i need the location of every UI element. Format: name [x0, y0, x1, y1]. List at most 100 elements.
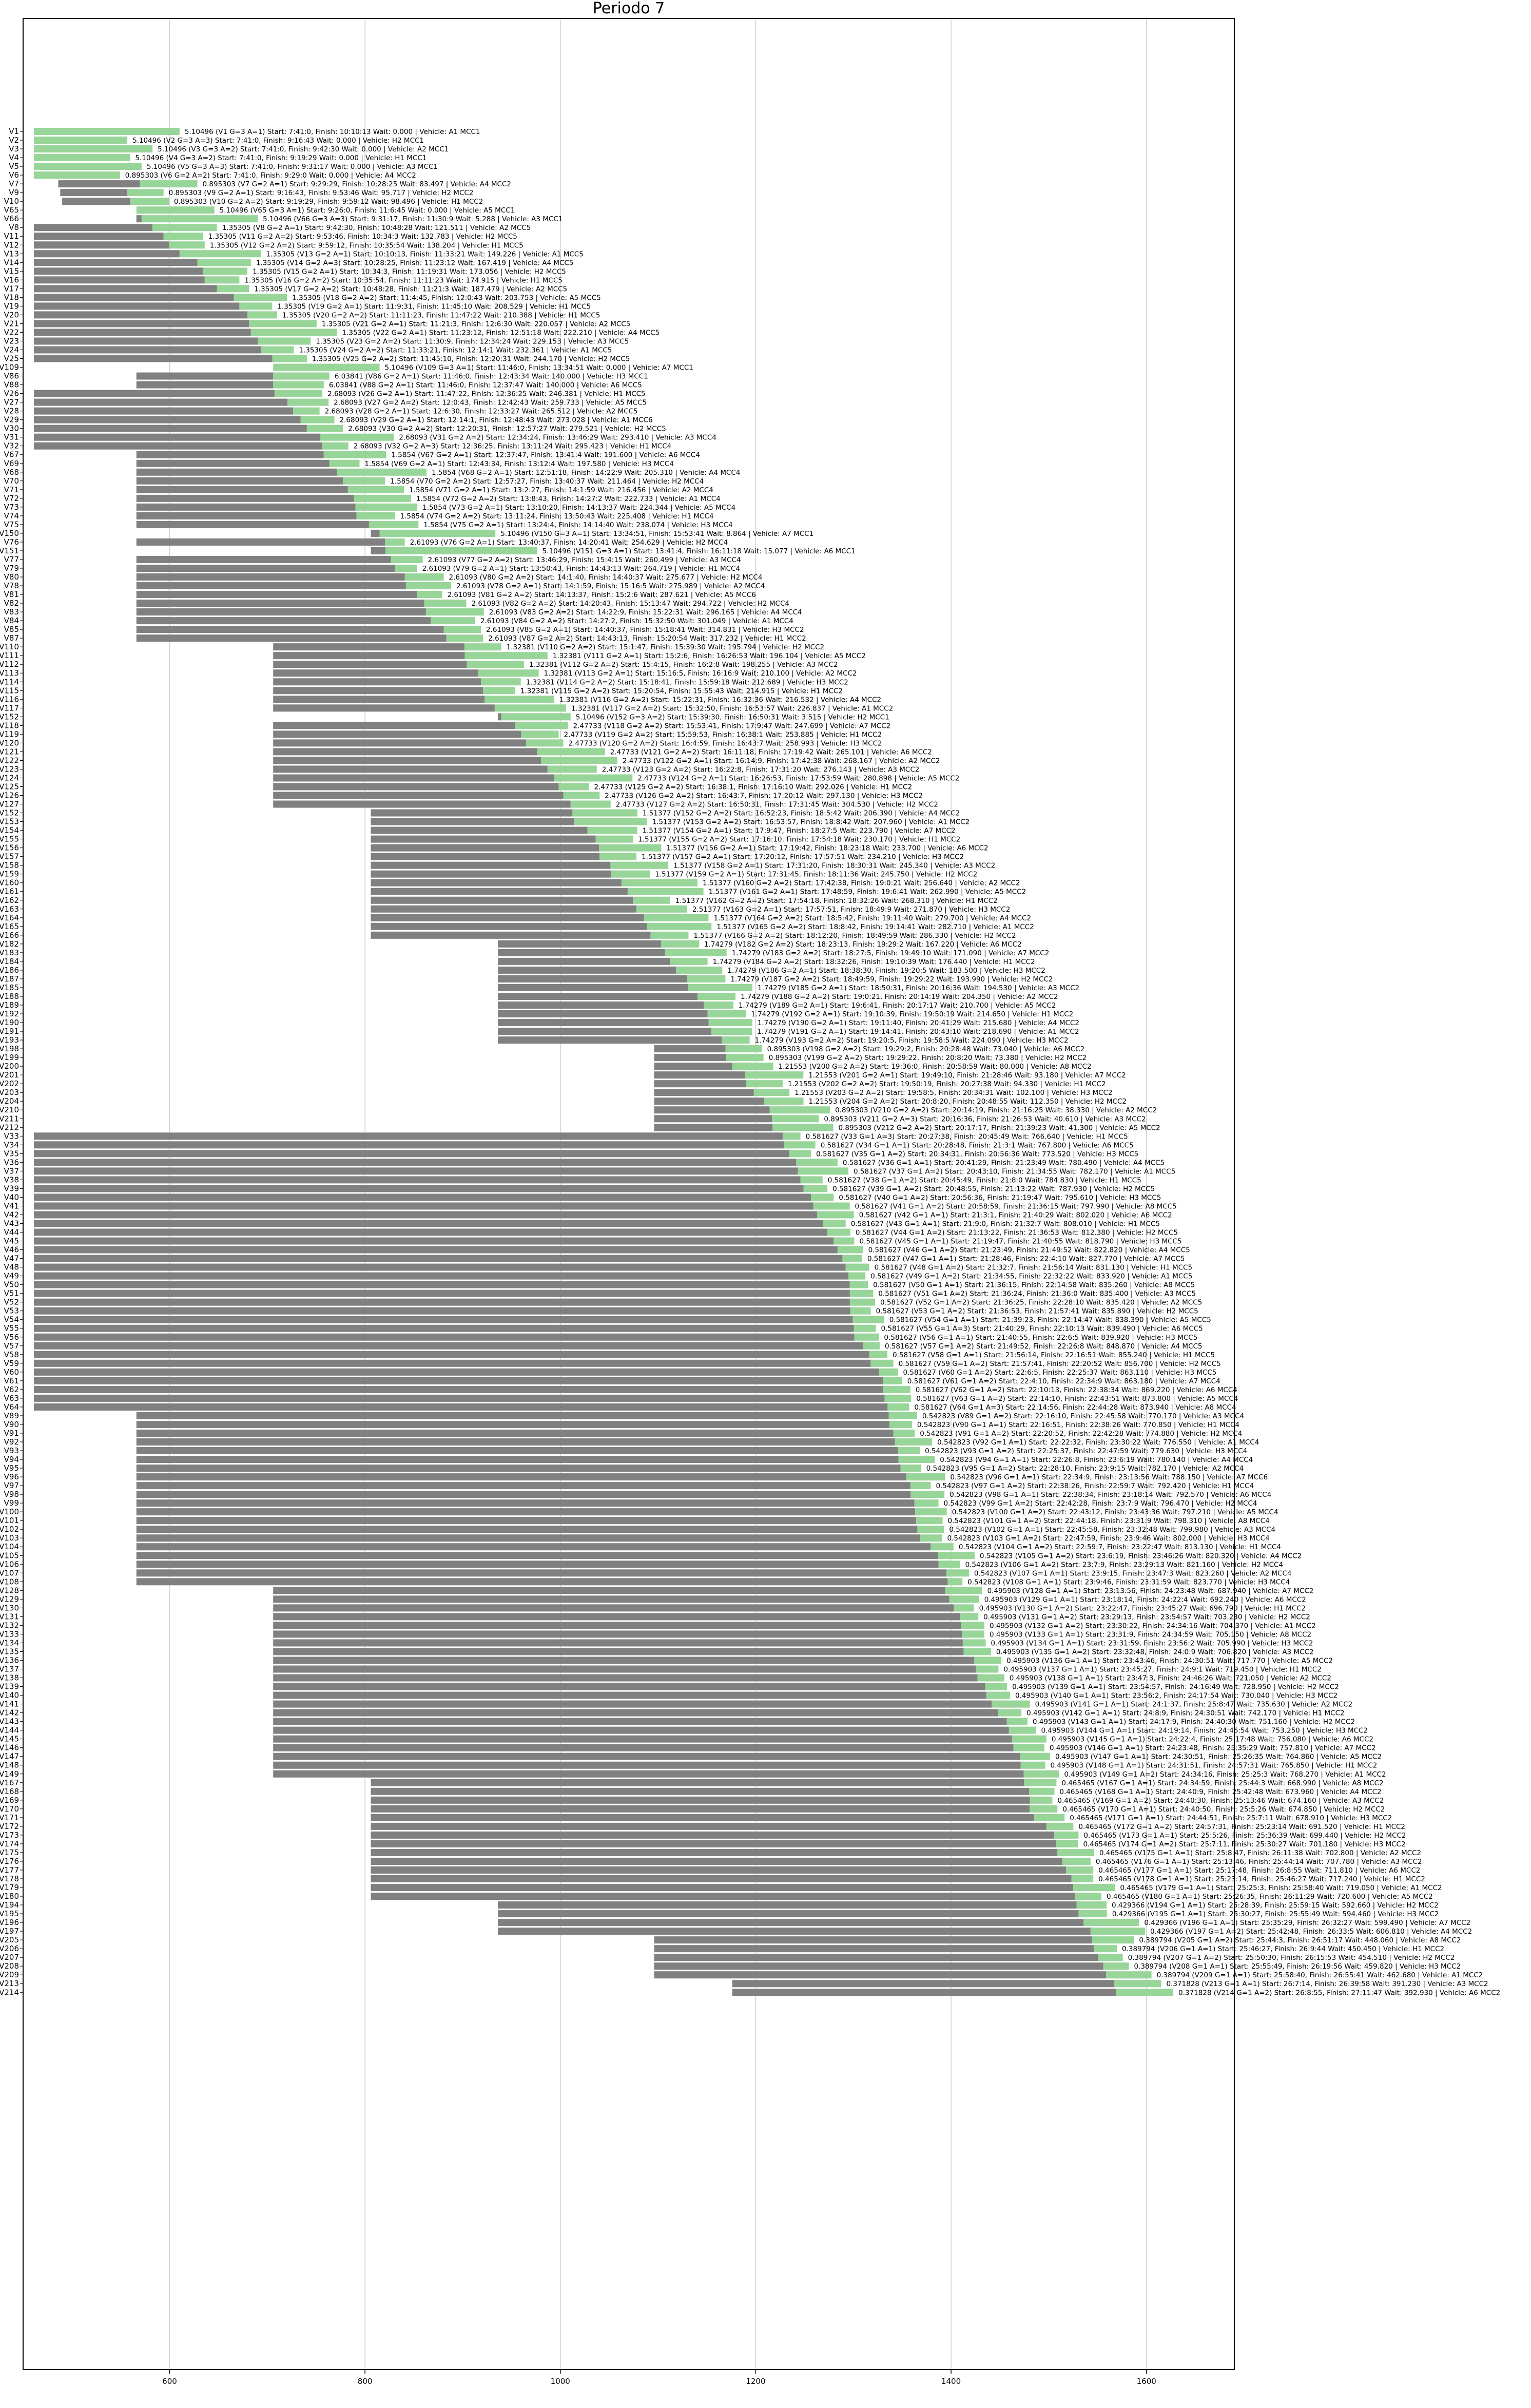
wait-bar — [273, 704, 495, 712]
y-tick-label: V126 — [0, 791, 19, 800]
service-bar — [261, 346, 294, 354]
bar-annotation: 0.895303 (V210 G=2 A=2) Start: 20:14:19,… — [835, 1106, 1157, 1114]
y-tick-label: V137 — [0, 1665, 19, 1674]
bar-annotation: 0.581627 (V54 G=1 A=1) Start: 21:39:23, … — [889, 1316, 1211, 1324]
y-tick-label: V200 — [0, 1062, 19, 1071]
y-tick-label: V160 — [0, 878, 19, 888]
service-bar — [293, 407, 320, 415]
wait-bar — [371, 1875, 1072, 1882]
y-tick-label: V70 — [4, 476, 19, 486]
service-bar — [1090, 1928, 1146, 1935]
y-tick-label: V114 — [0, 677, 19, 686]
y-tick-label: V179 — [0, 1883, 19, 1892]
y-tick-label: V97 — [4, 1481, 19, 1490]
y-tick-label: V134 — [0, 1638, 19, 1647]
service-bar — [697, 992, 736, 1000]
bar-annotation: 0.465465 (V172 G=1 A=2) Start: 24:57:31,… — [1078, 1823, 1405, 1831]
service-bar — [526, 739, 564, 747]
wait-bar — [136, 573, 405, 581]
bar-annotation: 0.542823 (V107 G=1 A=1) Start: 23:9:15, … — [974, 1569, 1292, 1577]
wait-bar — [136, 582, 406, 590]
y-tick-label: V8 — [9, 223, 19, 232]
bar-annotation: 0.581627 (V33 G=1 A=3) Start: 20:27:38, … — [806, 1132, 1128, 1141]
y-tick-label: V56 — [4, 1333, 19, 1342]
service-bar — [179, 250, 261, 258]
service-bar — [665, 949, 727, 956]
bar-annotation: 1.5854 (V70 G=2 A=2) Start: 12:57:27, Fi… — [390, 477, 704, 486]
bar-annotation: 0.542823 (V99 G=1 A=2) Start: 22:42:28, … — [944, 1499, 1257, 1508]
y-tick-label: V167 — [0, 1778, 19, 1787]
bar-annotation: 1.35305 (V8 G=2 A=1) Start: 9:42:30, Fin… — [222, 224, 531, 232]
service-bar — [898, 1456, 935, 1463]
bar-annotation: 0.542823 (V102 G=1 A=1) Start: 22:45:58,… — [949, 1526, 1275, 1534]
bar-annotation: 0.371828 (V214 G=1 A=2) Start: 26:8:55, … — [1178, 1989, 1500, 1997]
bar-annotation: 0.581627 (V34 G=1 A=1) Start: 20:28:48, … — [821, 1141, 1134, 1149]
bar-annotation: 0.895303 (V9 G=2 A=1) Start: 9:16:43, Fi… — [169, 189, 474, 197]
y-tick-label: V194 — [0, 1900, 19, 1910]
wait-bar — [371, 888, 628, 895]
y-tick-label: V21 — [4, 319, 19, 328]
y-tick-label: V38 — [4, 1175, 19, 1184]
service-bar — [854, 1324, 876, 1332]
bar-annotation: 2.61093 (V87 G=2 A=2) Start: 14:43:13, F… — [488, 634, 806, 643]
wait-bar — [33, 285, 217, 293]
wait-bar — [371, 1831, 1055, 1839]
y-tick-label: V129 — [0, 1594, 19, 1604]
wait-bar — [136, 1429, 894, 1437]
y-tick-label: V180 — [0, 1892, 19, 1901]
bar-annotation: 0.542823 (V92 G=1 A=1) Start: 22:22:32, … — [937, 1438, 1259, 1447]
wait-bar — [136, 1526, 918, 1533]
wait-bar — [497, 992, 697, 1000]
x-tick-label: 1000 — [551, 2377, 570, 2386]
wait-bar — [136, 451, 324, 458]
service-bar — [817, 1211, 854, 1219]
y-tick-label: V175 — [0, 1848, 19, 1857]
wait-bar — [273, 1648, 964, 1655]
wait-bar — [33, 1289, 850, 1297]
wait-bar — [497, 949, 665, 956]
wait-bar — [654, 1045, 726, 1053]
bar-annotation: 0.495903 (V148 G=1 A=1) Start: 24:31:51,… — [1051, 1762, 1378, 1770]
wait-bar — [33, 1385, 883, 1393]
wait-bar — [273, 765, 548, 773]
service-bar — [796, 1159, 838, 1166]
bar-annotation: 0.495903 (V149 G=1 A=2) Start: 24:34:16,… — [1064, 1770, 1386, 1779]
wait-bar — [273, 1770, 1024, 1778]
service-bar — [887, 1403, 909, 1411]
service-bar — [915, 1508, 947, 1516]
bar-annotation: 1.74279 (V186 G=2 A=1) Start: 18:38:30, … — [727, 967, 1045, 975]
service-bar — [670, 957, 708, 965]
y-tick-label: V19 — [4, 301, 19, 311]
y-tick-label: V105 — [0, 1551, 19, 1560]
service-bar — [963, 1648, 991, 1655]
bars — [33, 128, 1174, 1996]
wait-bar — [273, 1595, 949, 1603]
bar-annotation: 5.10496 (V5 G=3 A=3) Start: 7:41:0, Fini… — [147, 163, 438, 171]
bar-annotation: 0.465465 (V173 G=1 A=1) Start: 25:5:26, … — [1083, 1832, 1406, 1840]
service-bar — [850, 1307, 871, 1315]
y-tick-label: V4 — [9, 153, 19, 162]
y-tick-label: V58 — [4, 1350, 19, 1359]
bar-annotation: 0.495903 (V128 G=1 A=1) Start: 23:13:56,… — [987, 1587, 1314, 1595]
y-tick-label: V202 — [0, 1079, 19, 1088]
wait-bar — [273, 1639, 963, 1647]
wait-bar — [497, 1028, 712, 1035]
service-bar — [1009, 1726, 1036, 1734]
service-bar — [708, 1019, 752, 1027]
service-bar — [863, 1342, 880, 1350]
wait-bar — [371, 1779, 1024, 1786]
bar-annotation: 1.35305 (V15 G=2 A=1) Start: 10:34:3, Fi… — [253, 267, 566, 276]
service-bar — [1083, 1919, 1139, 1927]
service-bar — [1106, 1971, 1152, 1979]
wait-bar — [273, 1622, 961, 1629]
wait-bar — [136, 1499, 915, 1507]
wait-bar — [654, 1945, 1094, 1953]
wait-bar — [273, 1691, 986, 1699]
service-bar — [985, 1683, 1007, 1690]
bar-annotation: 2.68093 (V26 G=2 A=1) Start: 11:47:22, F… — [327, 390, 646, 398]
bar-annotation: 0.581627 (V38 G=1 A=2) Start: 20:45:49, … — [828, 1176, 1141, 1184]
y-tick-label: V154 — [0, 826, 19, 835]
y-tick-label: V83 — [4, 607, 19, 617]
service-bar — [610, 861, 669, 869]
service-bar — [852, 1316, 884, 1323]
